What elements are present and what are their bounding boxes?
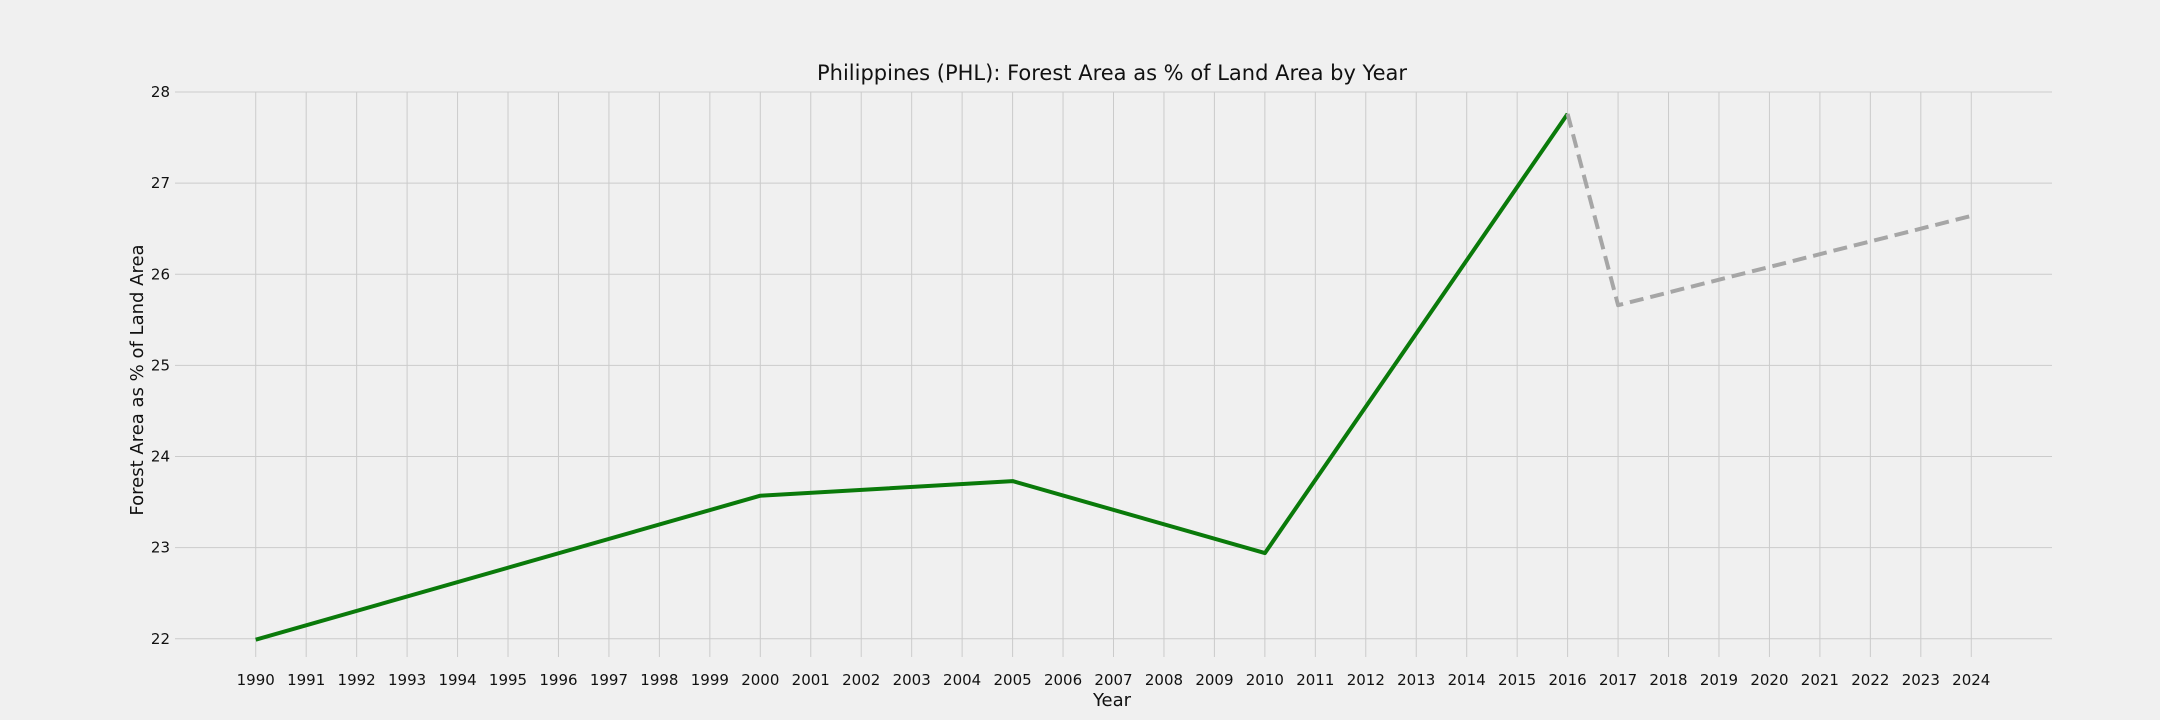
x-tick-label: 2007 — [1094, 671, 1132, 689]
x-tick-label: 1993 — [388, 671, 426, 689]
grid — [175, 91, 2052, 657]
y-tick-label: 25 — [151, 356, 170, 374]
x-tick-label: 2023 — [1902, 671, 1940, 689]
x-tick-label: 1994 — [438, 671, 476, 689]
x-tick-label: 1991 — [287, 671, 325, 689]
x-tick-label: 1992 — [338, 671, 376, 689]
x-tick-label: 2014 — [1448, 671, 1486, 689]
x-tick-label: 2016 — [1549, 671, 1587, 689]
x-tick-label: 1997 — [590, 671, 628, 689]
x-tick-labels: 1990 1991 1992 1993 1994 1995 1996 1997 1998 1999… — [237, 671, 1991, 689]
x-tick-label: 2013 — [1397, 671, 1435, 689]
x-tick-label: 2003 — [893, 671, 931, 689]
x-tick-label: 2002 — [842, 671, 880, 689]
y-tick-label: 28 — [151, 83, 170, 101]
y-tick-label: 23 — [151, 539, 170, 557]
y-tick-label: 27 — [151, 174, 170, 192]
series-line-solid — [255, 112, 1570, 642]
x-tick-label: 2024 — [1952, 671, 1990, 689]
x-tick-label: 2005 — [993, 671, 1031, 689]
x-tick-label: 1999 — [691, 671, 729, 689]
x-tick-label: 1998 — [640, 671, 678, 689]
y-tick-labels: 22 23 24 25 26 27 28 — [151, 83, 170, 648]
x-tick-label: 2020 — [1750, 671, 1788, 689]
x-tick-label: 2006 — [1044, 671, 1082, 689]
y-axis-label: Forest Area as % of Land Area — [127, 244, 148, 515]
x-tick-label: 2001 — [792, 671, 830, 689]
x-tick-label: 2022 — [1851, 671, 1889, 689]
x-axis-label: Year — [1092, 690, 1132, 711]
series-lines — [255, 112, 1972, 642]
x-tick-label: 2015 — [1498, 671, 1536, 689]
x-tick-label: 2019 — [1700, 671, 1738, 689]
y-tick-label: 26 — [151, 265, 170, 283]
x-tick-label: 2004 — [943, 671, 981, 689]
chart-title: Philippines (PHL): Forest Area as % of L… — [817, 61, 1407, 85]
x-tick-label: 2009 — [1195, 671, 1233, 689]
x-tick-label: 2021 — [1801, 671, 1839, 689]
x-tick-label: 2000 — [741, 671, 779, 689]
y-tick-label: 22 — [151, 630, 170, 648]
y-tick-label: 24 — [151, 448, 170, 466]
series-line-dashed — [1565, 113, 1972, 308]
x-tick-label: 1996 — [539, 671, 577, 689]
x-tick-label: 1995 — [489, 671, 527, 689]
x-tick-label: 2017 — [1599, 671, 1637, 689]
x-tick-label: 2018 — [1649, 671, 1687, 689]
x-tick-label: 2011 — [1296, 671, 1334, 689]
x-tick-label: 2012 — [1347, 671, 1385, 689]
x-tick-label: 2008 — [1145, 671, 1183, 689]
x-tick-label: 1990 — [237, 671, 275, 689]
x-tick-label: 2010 — [1246, 671, 1284, 689]
